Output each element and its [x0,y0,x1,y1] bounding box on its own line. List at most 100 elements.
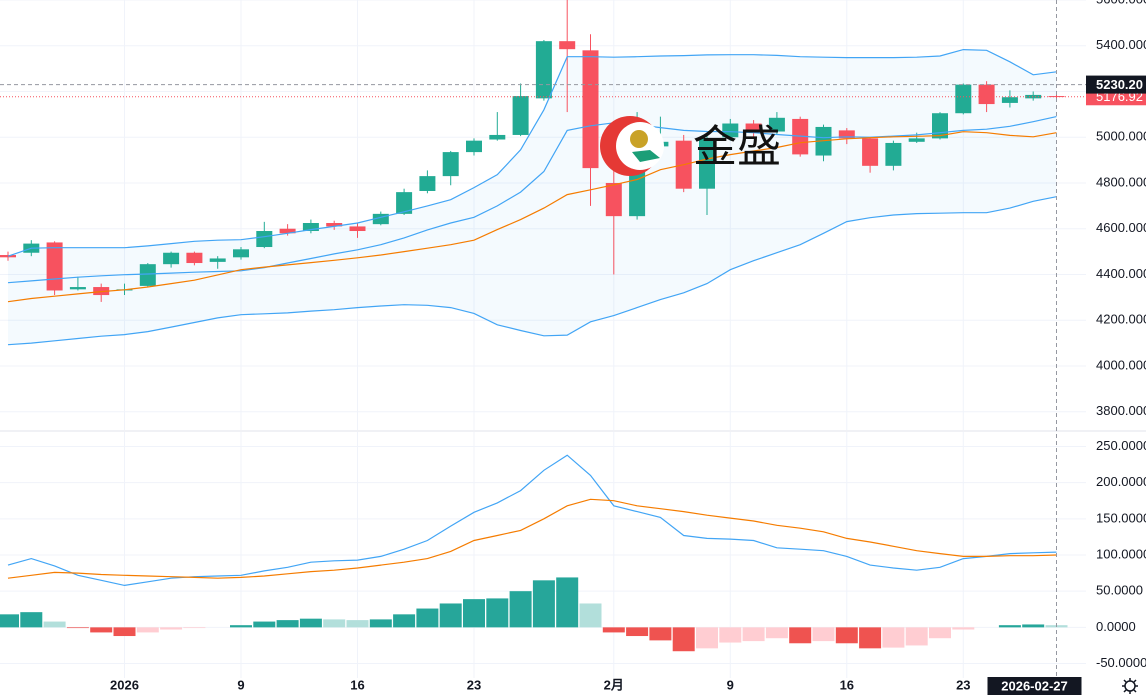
histogram-bar [299,618,322,628]
histogram-bar [20,612,43,628]
histogram-bar [113,627,136,637]
histogram-bar [160,627,183,630]
watermark-text: 金盛 [693,123,781,172]
histogram-bar [556,577,579,628]
histogram-bar [719,627,742,643]
y-tick-label: 150.0000 [1096,510,1146,525]
x-tick-label: 9 [727,677,734,692]
candle-body [419,176,436,191]
candle-body [699,138,715,189]
histogram-bar [230,625,252,628]
candle-body [163,252,180,265]
histogram-bar [765,627,788,639]
histogram-bar [486,598,509,628]
logo-leaf [632,150,660,162]
logo-dot [630,130,648,148]
x-tick-label: 16 [350,677,364,692]
candle-body [885,142,902,166]
lines-layer [7,48,1057,587]
y-tick-label: 4000.000 [1096,357,1146,372]
candle-body [768,117,785,132]
histogram-bar [463,599,485,628]
candle-body [233,249,249,258]
histogram-bar [276,620,299,628]
gear-teeth[interactable] [1122,678,1138,694]
histogram-bar [672,627,695,652]
indicator-line [7,454,1057,587]
histogram-bar [66,627,89,629]
candle-body [582,50,599,169]
candle-body [862,138,879,166]
y-tick-label: 250.0000 [1096,438,1146,453]
y-tick-label: 4400.000 [1096,266,1146,281]
candle-body [1025,94,1042,99]
candle-body [209,258,226,262]
histogram-bar [882,627,905,648]
candle-body [372,213,389,225]
y-tick-label: 3800.000 [1096,403,1146,418]
crosshair-price-label: 5230.20 [1096,77,1143,92]
candle-body [46,242,63,291]
histogram-bar [0,614,19,628]
candle-body [396,192,413,214]
x-tick-label: 23 [467,677,481,692]
candle-body [535,41,552,99]
candle-body [326,223,343,227]
histogram-bar [742,627,765,642]
histogram-bar [905,627,928,646]
crosshair-x-label: 2026-02-27 [1001,678,1068,693]
x-tick-label: 9 [237,677,244,692]
histogram-bar [183,627,206,629]
histogram-bar [43,621,66,628]
histogram-bar [416,608,439,628]
candle-body [69,287,86,290]
histogram-bar [1022,624,1045,628]
histogram-bar [649,627,672,641]
y-tick-label: 50.0000 [1096,583,1143,598]
y-tick-label: 4200.000 [1096,312,1146,327]
candle-body [559,41,576,50]
candle-body [349,226,366,232]
crosshair-price-box [1086,75,1146,94]
band-layer [8,49,1057,345]
histogram-bar [509,591,532,628]
indicator-line [7,498,1057,579]
candle-body [955,84,972,114]
gear[interactable] [1124,680,1136,692]
histogram-bar [998,625,1021,628]
candle-body [279,228,296,234]
histogram-bar [393,614,416,628]
watermark-logo [600,116,664,176]
y-tick-label: 0.0000 [1096,619,1136,634]
marks-layer [0,0,1068,652]
candle-body [186,252,203,264]
histogram-bar [696,627,718,649]
x-tick-label: 2月 [604,677,624,692]
settings-icon[interactable] [1122,678,1138,694]
candle-body [605,182,622,217]
histogram-bar [602,627,625,633]
y-tick-label: 200.0000 [1096,474,1146,489]
histogram-bar [929,627,951,639]
y-tick-label: 4800.000 [1096,174,1146,189]
candle-body [978,84,995,105]
y-tick-label: 4600.000 [1096,220,1146,235]
y-tick-label: 5400.000 [1096,37,1146,52]
candle-body [838,130,855,139]
y-tick-label: 100.0000 [1096,546,1146,561]
candle-body [908,138,925,142]
histogram-bar [626,627,649,637]
candle-body [256,231,273,248]
candle-body [302,223,319,232]
candle-body [466,140,482,153]
histogram-bar [859,627,882,649]
indicator-line [7,48,1057,257]
y-tick-label: 5000.000 [1096,129,1146,144]
candle-body [1001,97,1018,103]
x-tick-label: 16 [840,677,854,692]
histogram-bar [789,627,812,644]
histogram-bar [346,620,369,628]
top-layer [0,0,1086,677]
